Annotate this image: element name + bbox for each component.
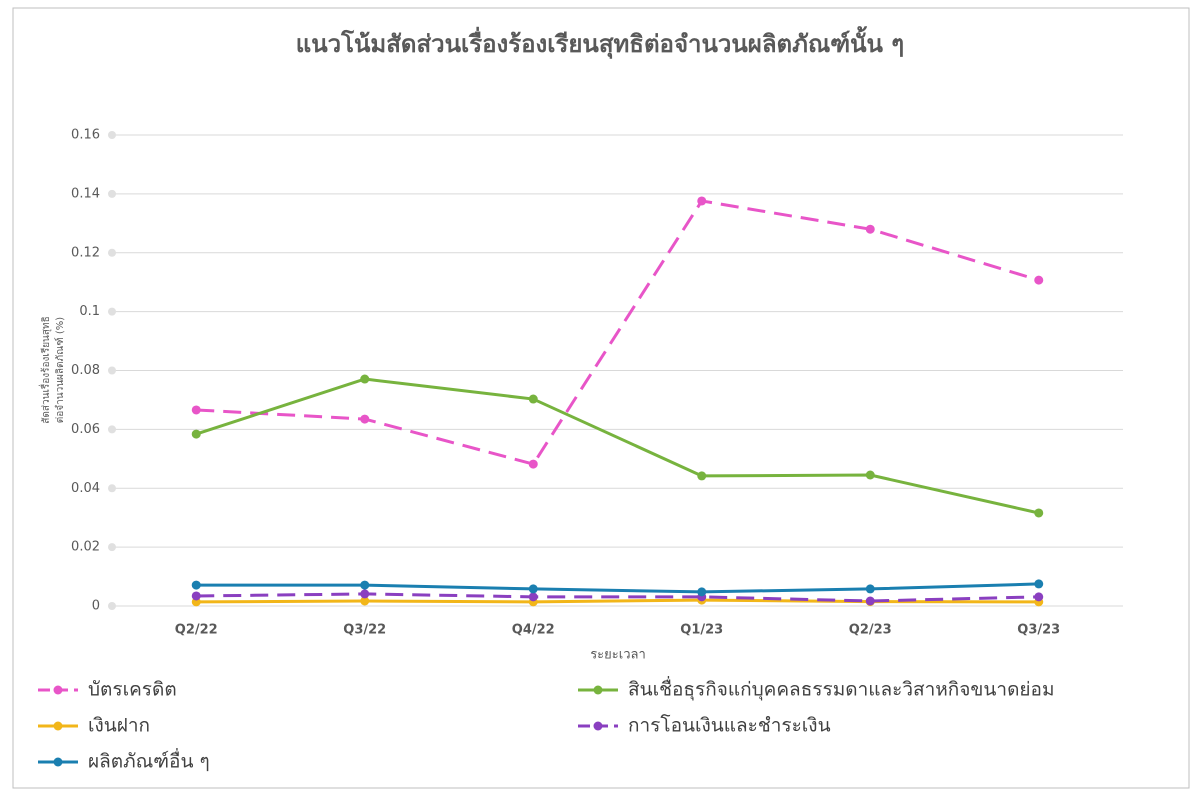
series-line <box>196 199 1040 466</box>
data-point <box>360 414 370 424</box>
legend-marker <box>593 685 603 695</box>
y-tick-label: 0.08 <box>71 363 100 378</box>
legend-marker <box>53 685 63 695</box>
data-point <box>697 587 707 597</box>
x-tick-label: Q2/22 <box>175 623 218 638</box>
data-point <box>191 405 201 415</box>
y-tick-label: 0.14 <box>71 186 100 201</box>
x-tick-label: Q2/23 <box>849 623 892 638</box>
data-point <box>1034 275 1044 285</box>
y-tick-label: 0.04 <box>71 481 100 496</box>
legend-label: ผลิตภัณฑ์อื่น ๆ <box>88 748 210 773</box>
series-line <box>195 377 1040 515</box>
data-point <box>360 580 370 590</box>
y-axis-label: สัดส่วนเรื่องร้องเรียนสุทธิ <box>38 316 52 423</box>
data-point <box>528 459 538 469</box>
y-tick-label: 0 <box>92 599 100 614</box>
y-tick-label: 0.12 <box>71 245 100 260</box>
chart-title: แนวโน้มสัดส่วนเรื่องร้องเรียนสุทธิต่อจำน… <box>296 25 904 60</box>
tick-dot <box>108 189 116 198</box>
data-point <box>865 584 875 594</box>
legend-marker <box>593 721 603 731</box>
data-point <box>865 470 875 480</box>
legend-label: บัตรเครดิต <box>88 679 177 701</box>
data-point <box>360 589 370 599</box>
x-tick-label: Q3/22 <box>343 623 386 638</box>
x-tick-label: Q1/23 <box>680 623 723 638</box>
y-tick-label: 0.02 <box>71 540 100 555</box>
tick-dot <box>108 543 116 552</box>
tick-dot <box>108 602 116 610</box>
legend-label: สินเชื่อธุรกิจแก่บุคคลธรรมดาและวิสาหกิจข… <box>628 676 1054 702</box>
series-line <box>196 582 1039 594</box>
tick-dot <box>108 131 116 139</box>
data-point <box>697 471 707 481</box>
y-tick-label: 0.16 <box>71 128 100 143</box>
data-point <box>865 596 875 606</box>
x-axis-label: ระยะเวลา <box>590 648 646 663</box>
x-tick-label: Q4/22 <box>512 623 555 638</box>
series-line <box>196 592 1039 603</box>
legend-marker <box>53 721 63 731</box>
legend-label: เงินฝาก <box>88 715 150 737</box>
data-point <box>1034 508 1044 518</box>
data-point <box>697 196 707 206</box>
tick-dot <box>108 366 116 375</box>
legend-label: การโอนเงินและชำระเงิน <box>628 714 831 737</box>
tick-dot <box>108 307 116 316</box>
data-point <box>528 592 538 602</box>
chart-frame <box>12 7 1190 789</box>
data-point <box>865 224 875 234</box>
data-point <box>360 596 370 606</box>
y-tick-label: 0.06 <box>71 422 100 437</box>
data-point <box>191 580 201 590</box>
y-axis-label: ต่อจำนวนผลิตภัณฑ์ (%) <box>54 317 66 423</box>
data-point <box>360 374 370 384</box>
tick-dot <box>108 248 116 257</box>
tick-dot <box>108 425 116 434</box>
data-point <box>1034 579 1044 589</box>
data-point <box>1034 592 1044 602</box>
data-point <box>191 429 201 439</box>
data-point <box>528 394 538 404</box>
data-point <box>191 591 201 601</box>
legend-marker <box>53 757 63 767</box>
y-tick-label: 0.1 <box>79 304 100 319</box>
data-point <box>528 584 538 594</box>
x-tick-label: Q3/23 <box>1017 623 1060 638</box>
tick-dot <box>108 484 116 493</box>
